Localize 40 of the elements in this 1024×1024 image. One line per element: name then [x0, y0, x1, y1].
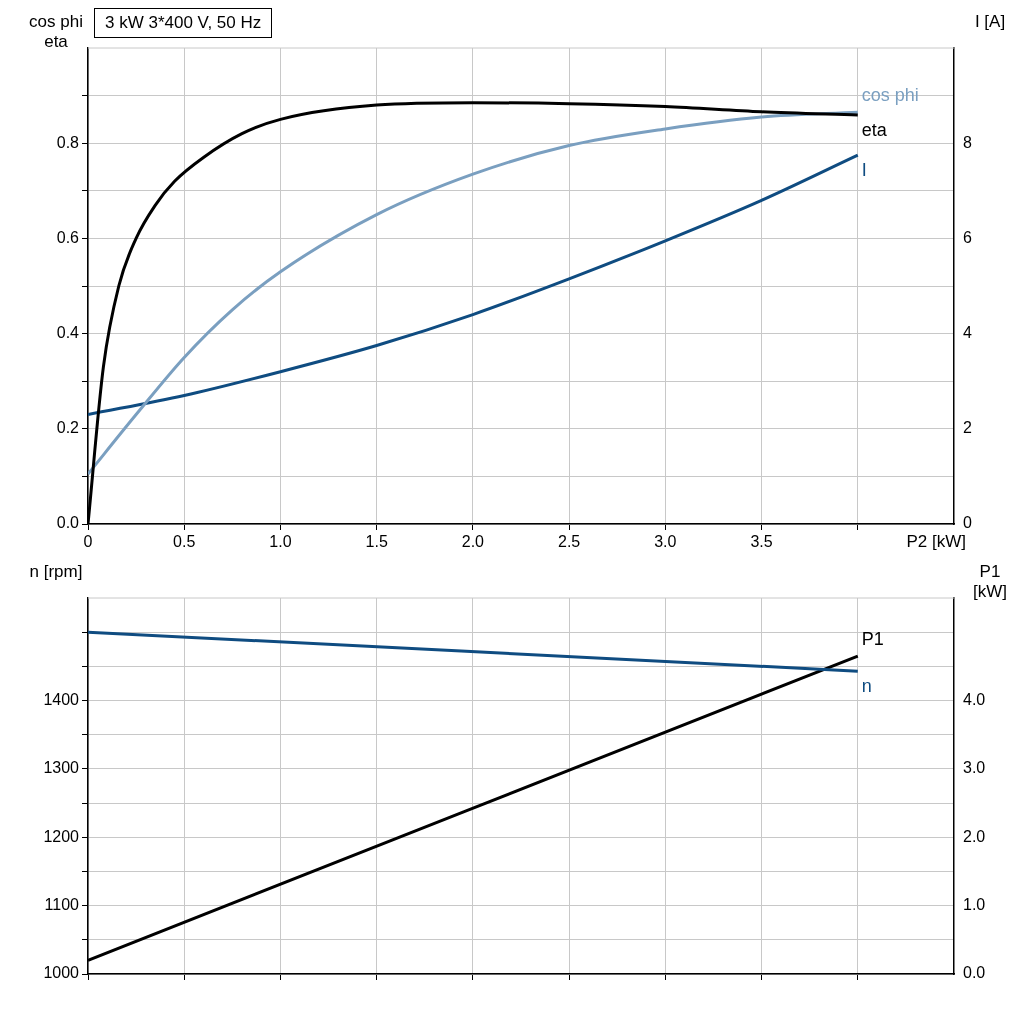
y-tick-label: 0.4 [56, 324, 80, 342]
x-tick-label: 1.0 [269, 533, 292, 551]
y2-tick-label: 2.0 [963, 827, 986, 845]
x-tick-label: 0.5 [173, 533, 196, 551]
y2-axis-title: P1 [kW] [972, 562, 1008, 602]
chart-title: 3 kW 3*400 V, 50 Hz [94, 8, 273, 38]
y2-tick-label: 2 [963, 419, 972, 437]
x-tick-label: 3.5 [750, 533, 773, 551]
y2-tick-label: 1.0 [963, 896, 986, 914]
series-label: cos phi [861, 85, 919, 106]
y2-tick-label: 0.0 [963, 964, 986, 982]
x-tick-label: 3.0 [654, 533, 677, 551]
series-label: n [861, 676, 872, 697]
series-label: eta [861, 120, 888, 141]
y2-tick-label: 4 [963, 324, 972, 342]
y-tick-label: 0.8 [56, 133, 80, 151]
y-tick-label: 1300 [43, 759, 80, 777]
y2-tick-label: 8 [963, 133, 972, 151]
x-tick-label: 2.0 [461, 533, 485, 551]
series-label: I [861, 160, 867, 181]
y2-tick-label: 4.0 [963, 690, 986, 708]
y-tick-label: 1000 [43, 964, 80, 982]
x-tick-label: 1.5 [365, 533, 388, 551]
y2-tick-label: 0 [963, 514, 972, 532]
y2-axis-title: I [A] [973, 12, 1007, 32]
y2-tick-label: 6 [963, 228, 972, 246]
x-tick-label: 2.5 [557, 533, 581, 551]
y2-tick-label: 3.0 [963, 759, 986, 777]
y-tick-label: 0.2 [56, 419, 80, 437]
y-axis-title: n [rpm] [28, 562, 84, 582]
series-label: P1 [861, 629, 884, 650]
line-series [88, 153, 860, 417]
x-axis-title: P2 [kW] [906, 532, 966, 552]
y-tick-label: 1200 [43, 827, 80, 845]
y-tick-label: 1400 [43, 690, 80, 708]
y-tick-label: 0.0 [56, 514, 80, 532]
y-axis-title: cos phi eta [28, 12, 84, 52]
x-tick-label: 0 [83, 533, 93, 551]
y-tick-label: 1100 [44, 896, 80, 914]
y-tick-label: 0.6 [56, 228, 80, 246]
